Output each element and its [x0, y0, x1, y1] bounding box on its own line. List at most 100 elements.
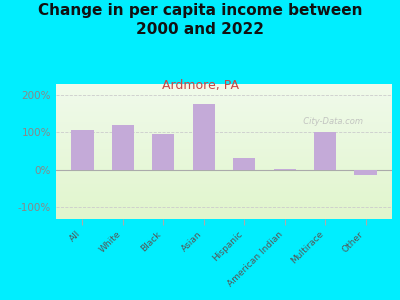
Bar — [56, 199, 392, 200]
Bar — [56, 127, 392, 128]
Bar — [56, 177, 392, 178]
Bar — [56, 169, 392, 170]
Bar — [56, 104, 392, 106]
Bar — [56, 101, 392, 103]
Bar — [56, 166, 392, 168]
Bar — [56, 128, 392, 130]
Bar — [56, 178, 392, 180]
Bar — [56, 110, 392, 111]
Bar — [56, 142, 392, 143]
Bar — [56, 138, 392, 139]
Bar — [56, 158, 392, 160]
Bar — [112, 125, 134, 170]
Bar — [56, 164, 392, 165]
Bar — [56, 208, 392, 209]
Bar — [56, 149, 392, 150]
Bar — [56, 187, 392, 188]
Bar — [56, 152, 392, 153]
Bar — [56, 155, 392, 157]
Bar — [56, 141, 392, 142]
Bar — [56, 214, 392, 215]
Bar — [56, 106, 392, 107]
Bar — [56, 160, 392, 161]
Bar — [56, 150, 392, 152]
Bar — [56, 181, 392, 182]
Bar — [314, 132, 336, 170]
Bar — [152, 134, 174, 169]
Bar — [56, 95, 392, 96]
Bar — [56, 218, 392, 219]
Text: Ardmore, PA: Ardmore, PA — [162, 80, 238, 92]
Bar — [56, 114, 392, 115]
Text: Change in per capita income between
2000 and 2022: Change in per capita income between 2000… — [38, 3, 362, 37]
Bar — [56, 94, 392, 95]
Bar — [56, 131, 392, 133]
Bar — [56, 172, 392, 173]
Bar — [56, 154, 392, 155]
Bar — [56, 182, 392, 184]
Bar — [56, 185, 392, 187]
Bar — [193, 104, 215, 170]
Bar — [56, 96, 392, 98]
Bar — [56, 122, 392, 123]
Bar — [56, 139, 392, 141]
Bar — [56, 92, 392, 93]
Bar — [56, 188, 392, 189]
Bar — [56, 99, 392, 100]
Bar — [56, 98, 392, 99]
Bar — [56, 191, 392, 192]
Bar — [56, 126, 392, 127]
Bar — [56, 130, 392, 131]
Bar — [56, 145, 392, 146]
Bar — [56, 111, 392, 112]
Bar — [56, 196, 392, 197]
Bar — [56, 143, 392, 145]
Bar — [56, 84, 392, 85]
Bar — [56, 103, 392, 104]
Bar — [56, 202, 392, 203]
Bar — [56, 107, 392, 108]
Bar — [56, 123, 392, 124]
Bar — [56, 116, 392, 118]
Bar — [56, 162, 392, 164]
Bar — [56, 184, 392, 185]
Bar — [56, 194, 392, 195]
Bar — [71, 130, 94, 170]
Bar — [56, 189, 392, 191]
Bar — [56, 195, 392, 196]
Bar — [56, 176, 392, 177]
Bar — [233, 158, 255, 169]
Bar — [56, 211, 392, 212]
Bar — [56, 133, 392, 134]
Bar — [56, 200, 392, 202]
Bar — [56, 170, 392, 172]
Bar — [56, 216, 392, 218]
Bar — [56, 118, 392, 119]
Bar — [56, 215, 392, 216]
Bar — [56, 136, 392, 138]
Bar — [56, 157, 392, 158]
Bar — [56, 153, 392, 154]
Bar — [56, 173, 392, 174]
Bar — [56, 135, 392, 137]
Bar — [56, 209, 392, 211]
Bar — [56, 89, 392, 91]
Bar — [56, 85, 392, 87]
Bar — [56, 180, 392, 181]
Bar — [354, 169, 377, 175]
Bar — [56, 91, 392, 92]
Bar — [56, 161, 392, 162]
Bar — [56, 88, 392, 89]
Bar — [56, 197, 392, 199]
Bar — [56, 168, 392, 169]
Bar — [56, 108, 392, 110]
Bar — [56, 120, 392, 122]
Bar — [56, 112, 392, 114]
Bar — [56, 119, 392, 120]
Bar — [56, 206, 392, 207]
Bar — [56, 192, 392, 194]
Bar — [56, 204, 392, 206]
Bar — [56, 147, 392, 149]
Bar — [56, 87, 392, 88]
Bar — [56, 165, 392, 166]
